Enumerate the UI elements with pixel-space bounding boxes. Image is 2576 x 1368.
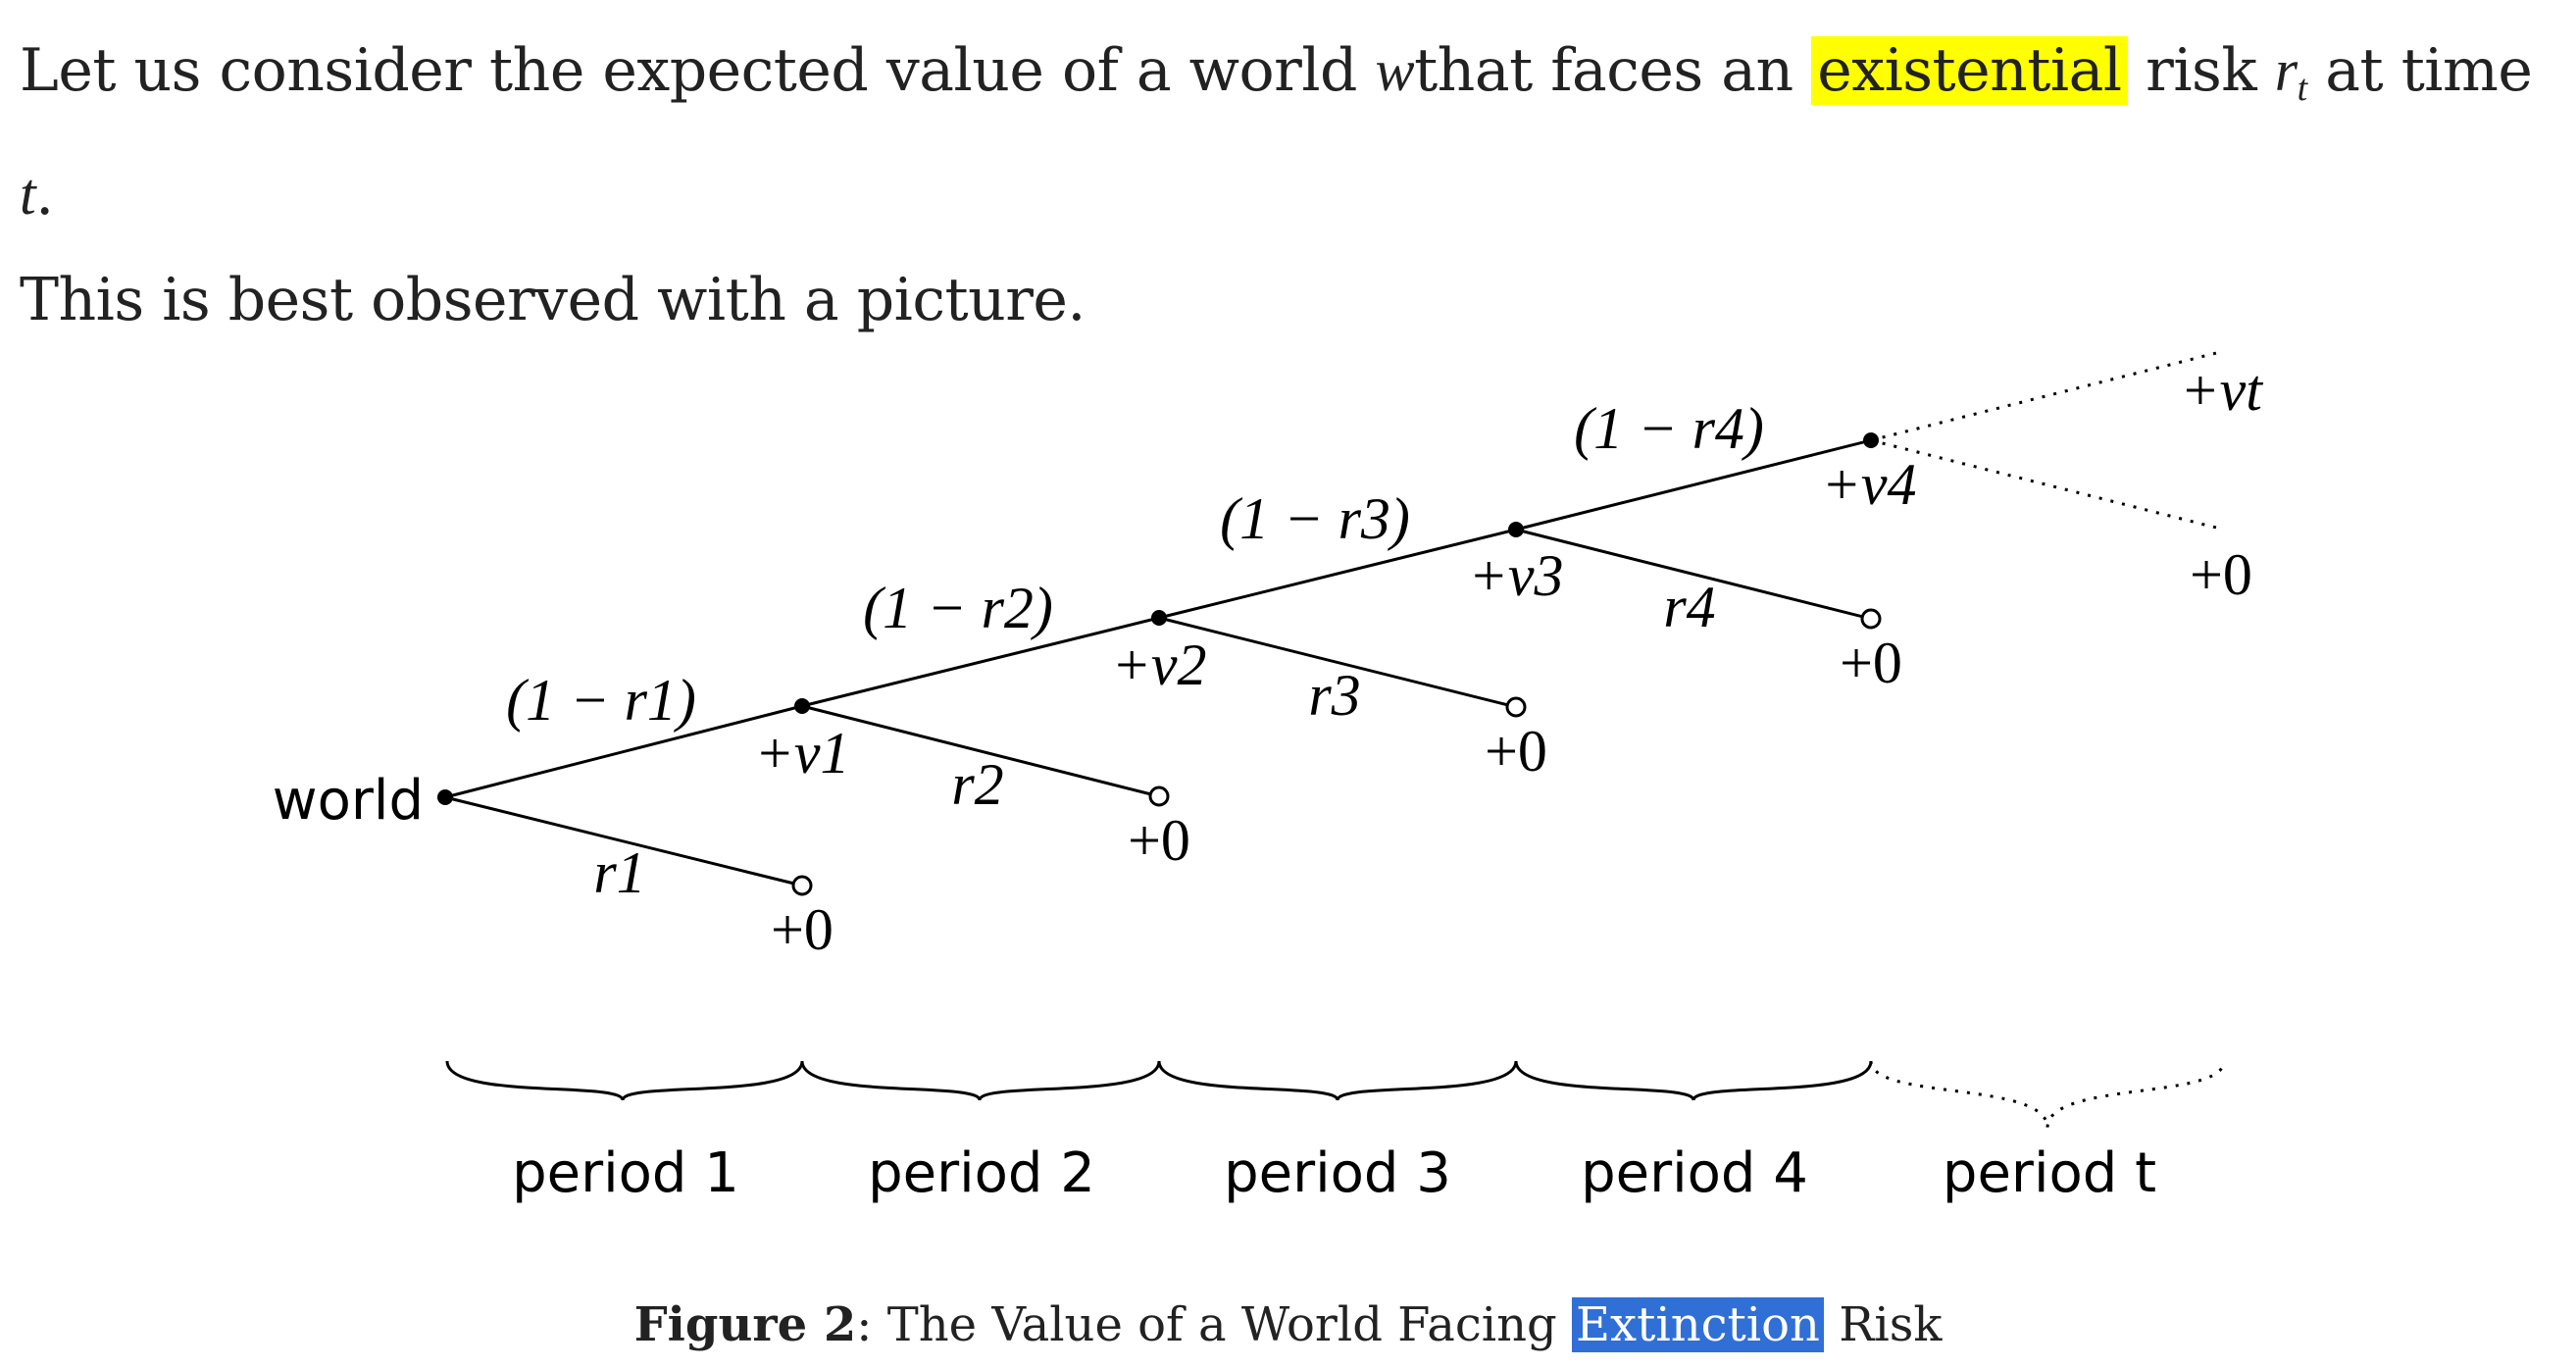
node-world — [437, 789, 453, 805]
period-label-4: period 4 — [1581, 1141, 1808, 1205]
survival-label-3: (1 − r3) — [1220, 486, 1410, 551]
caption-text-end: Risk — [1823, 1297, 1943, 1352]
risk-variable: r — [2274, 38, 2298, 103]
survival-label-1: (1 − r1) — [506, 668, 696, 733]
period-brace-t — [1869, 1060, 2226, 1129]
survival-branch-4 — [1515, 438, 1872, 532]
period-brace-4 — [1514, 1060, 1873, 1101]
risk-branch-3 — [1158, 616, 1517, 709]
period-label-t: period t — [1943, 1141, 2156, 1205]
caption-label: Figure 2 — [633, 1297, 857, 1352]
period-label-2: period 2 — [868, 1141, 1095, 1205]
risk-label-2: r2 — [951, 752, 1003, 817]
continuation-dotted-up — [1870, 349, 2225, 442]
extinction-node-1 — [791, 875, 813, 896]
period-brace-2 — [800, 1060, 1161, 1101]
value-label-2: +v2 — [1111, 633, 1206, 697]
node-1 — [794, 698, 810, 714]
node-3 — [1508, 522, 1524, 537]
period-label-1: period 1 — [512, 1141, 739, 1205]
value-label-t: +vt — [2180, 358, 2263, 423]
paragraph-text: at time — [2306, 36, 2533, 105]
paragraph-text: that faces an — [1414, 36, 1812, 105]
zero-label-2: +0 — [1128, 808, 1190, 873]
value-label-1: +v1 — [754, 721, 849, 785]
zero-label-3: +0 — [1485, 719, 1547, 784]
extinction-node-3 — [1505, 696, 1527, 718]
risk-label-1: r1 — [593, 840, 645, 905]
node-4 — [1863, 432, 1879, 448]
caption-text: The Value of a World Facing — [886, 1297, 1572, 1352]
world-variable: w — [1375, 38, 1415, 103]
highlighted-word-existential[interactable]: existential — [1811, 36, 2128, 105]
risk-branch-1 — [444, 795, 803, 887]
selected-word-extinction[interactable]: Extinction — [1571, 1297, 1824, 1352]
paragraph-text: Let us consider the expected value of a … — [20, 36, 1376, 105]
paragraph-text: risk — [2127, 36, 2275, 105]
survival-branch-1 — [444, 704, 803, 799]
survival-label-2: (1 − r2) — [863, 576, 1053, 640]
figure-caption: Figure 2: The Value of a World Facing Ex… — [0, 1297, 2576, 1352]
risk-label-3: r3 — [1308, 663, 1360, 728]
caption-colon: : — [856, 1297, 887, 1352]
risk-branch-4 — [1515, 528, 1872, 621]
period-brace-3 — [1157, 1060, 1518, 1101]
root-label: world — [273, 769, 424, 833]
risk-subscript: t — [2297, 68, 2308, 109]
extinction-node-2 — [1148, 785, 1170, 807]
extinction-node-4 — [1860, 608, 1882, 630]
zero-label-t: +0 — [2190, 542, 2252, 607]
value-label-3: +v3 — [1468, 543, 1563, 608]
risk-label-4: r4 — [1663, 575, 1715, 639]
risk-branch-2 — [801, 704, 1160, 798]
period-label-3: period 3 — [1224, 1141, 1451, 1205]
survival-branch-3 — [1158, 528, 1517, 620]
value-label-4: +v4 — [1821, 452, 1916, 517]
zero-label-1: +0 — [771, 897, 833, 962]
intro-paragraph: Let us consider the expected value of a … — [20, 18, 2569, 353]
node-2 — [1151, 610, 1167, 626]
survival-label-4: (1 − r4) — [1574, 396, 1764, 461]
time-variable: t — [20, 162, 36, 227]
survival-branch-2 — [801, 616, 1160, 708]
zero-label-4: +0 — [1840, 631, 1902, 695]
period-brace-1 — [445, 1060, 804, 1101]
paragraph-line-2: This is best observed with a picture. — [20, 266, 1086, 334]
paragraph-text: . — [35, 160, 54, 228]
continuation-dotted-down — [1870, 438, 2225, 532]
